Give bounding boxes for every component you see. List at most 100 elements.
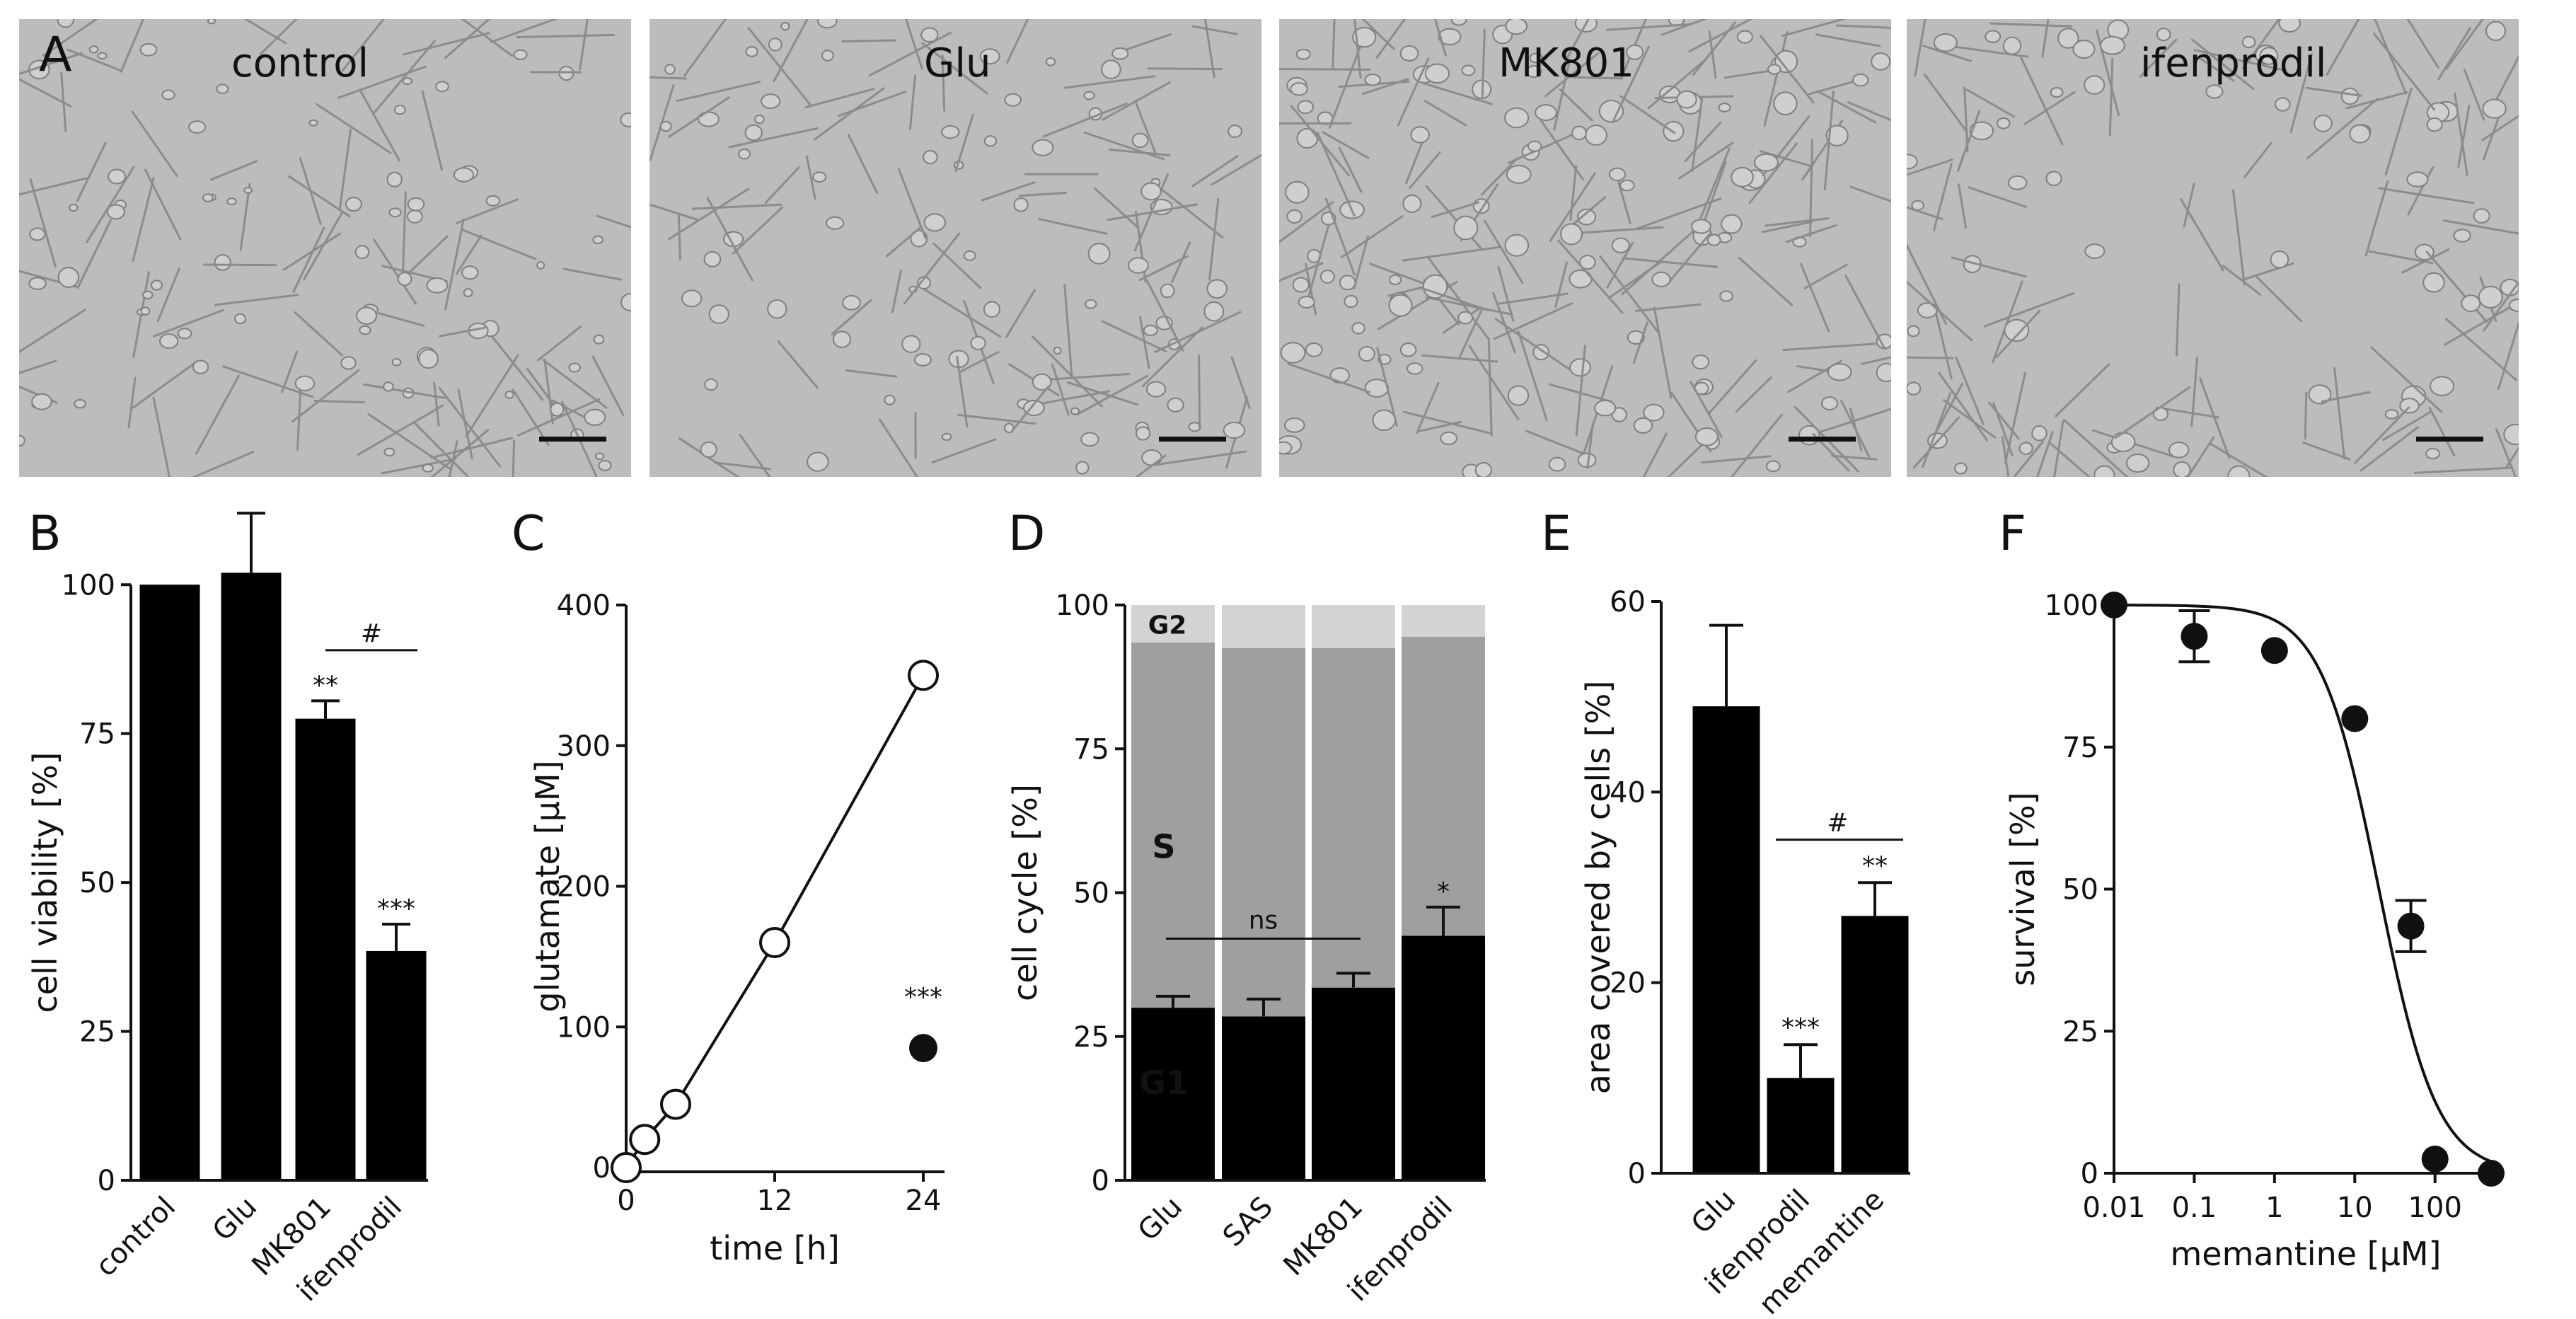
cell-process	[1849, 185, 1891, 203]
cell-process	[903, 232, 960, 305]
cell	[1719, 290, 1733, 302]
cell	[2270, 250, 2289, 269]
cell	[761, 93, 781, 109]
cell-process	[728, 127, 819, 149]
scale-bar	[2416, 437, 2483, 442]
panel-f-x-tick-label: 10	[2337, 1192, 2373, 1224]
cell	[57, 267, 80, 288]
cell	[1101, 59, 1121, 79]
panel-letter-b: B	[28, 506, 62, 562]
cell-process	[1668, 231, 1712, 282]
cell	[2205, 84, 2224, 99]
panel-letter-a: A	[39, 27, 72, 83]
cell	[1457, 311, 1474, 325]
cell-process	[1141, 326, 1203, 388]
cell	[1773, 91, 1798, 116]
micrograph-ifenprodil: ifenprodil	[1907, 19, 2519, 477]
panel-d-bar-g1	[1222, 1016, 1305, 1180]
panel-c-open-point	[660, 1088, 691, 1120]
cell-process	[1493, 302, 1573, 340]
cell	[595, 452, 605, 461]
cell-process	[195, 374, 240, 455]
cell-process	[1428, 257, 1489, 339]
cell-process	[1995, 309, 2041, 359]
cell-process	[1006, 19, 1029, 64]
cell-process	[1544, 52, 1600, 98]
cell-process	[132, 177, 155, 262]
cell	[1474, 461, 1493, 477]
cell-process	[444, 19, 491, 59]
cell	[161, 89, 175, 100]
cell	[1827, 363, 1852, 381]
cell	[1388, 274, 1402, 286]
cell	[2508, 299, 2519, 312]
cell-process	[1965, 88, 2016, 118]
cell-process	[2199, 377, 2231, 459]
cell-process	[804, 88, 875, 109]
cell-process	[381, 458, 457, 475]
cell	[2503, 423, 2519, 446]
cell	[1083, 91, 1095, 100]
cell	[1283, 417, 1305, 433]
cell-process	[1324, 197, 1356, 276]
cell-process	[1816, 90, 1877, 124]
cell-process	[2194, 54, 2235, 82]
cell-process	[1992, 402, 2014, 456]
micrograph-mk801: MK801	[1279, 19, 1891, 477]
panel-f-y-tick-label: 0	[2081, 1158, 2098, 1190]
panel-f-x-tick-label: 0.01	[2082, 1192, 2145, 1224]
cell	[2045, 171, 2062, 187]
cell-process	[1619, 95, 1676, 134]
cell	[1506, 165, 1532, 184]
cell-process	[338, 128, 352, 212]
cell-process	[1340, 215, 1404, 259]
cell	[1505, 19, 1528, 35]
cell-process	[2481, 115, 2519, 142]
cell-process	[2457, 104, 2471, 168]
cell	[568, 362, 581, 373]
cell-process	[1907, 159, 1953, 176]
panel-b-y-axis-label: cell viability [%]	[26, 752, 64, 1013]
cell	[1388, 294, 1413, 317]
cell-process	[2190, 38, 2255, 91]
cell	[1571, 125, 1587, 141]
cell-process	[259, 19, 299, 55]
cell-process	[1688, 19, 1753, 53]
cell	[1611, 237, 1630, 253]
cell-process	[1907, 206, 1943, 221]
cell-process	[1586, 422, 1594, 469]
cell-process	[897, 168, 927, 239]
cell-process	[1933, 303, 1953, 380]
cell-process	[1579, 226, 1664, 234]
cell-process	[1912, 416, 1960, 469]
cell-process	[76, 219, 112, 289]
cell	[738, 148, 751, 160]
cell-process	[2360, 426, 2420, 472]
cell-process	[1781, 19, 1847, 38]
cell	[1422, 274, 1448, 299]
cell-process	[1421, 81, 1493, 105]
cell-process	[2139, 38, 2178, 78]
cell-process	[1101, 320, 1167, 353]
cell-process	[891, 269, 903, 313]
cell-process	[67, 48, 121, 71]
cell-process	[1421, 287, 1490, 311]
cell	[359, 325, 371, 335]
cell-process	[1983, 292, 2075, 328]
cell	[1767, 64, 1781, 75]
cell-process	[2406, 19, 2439, 69]
panel-d-significance: *	[1437, 877, 1450, 906]
cell	[1825, 125, 1849, 146]
panel-b-bracket-label: #	[361, 619, 382, 648]
cell	[1203, 301, 1225, 322]
cell-process	[1483, 219, 1524, 284]
cell-process	[1018, 191, 1068, 197]
cell	[1160, 283, 1175, 299]
cell-process	[2304, 391, 2308, 440]
cell	[2349, 124, 2371, 144]
panel-b-x-tick-label: control	[89, 1191, 182, 1284]
cell-process	[562, 267, 623, 281]
panel-d-bar-g2	[1312, 605, 1395, 648]
panel-f-point	[2341, 705, 2369, 732]
cell-process	[1557, 239, 1624, 314]
